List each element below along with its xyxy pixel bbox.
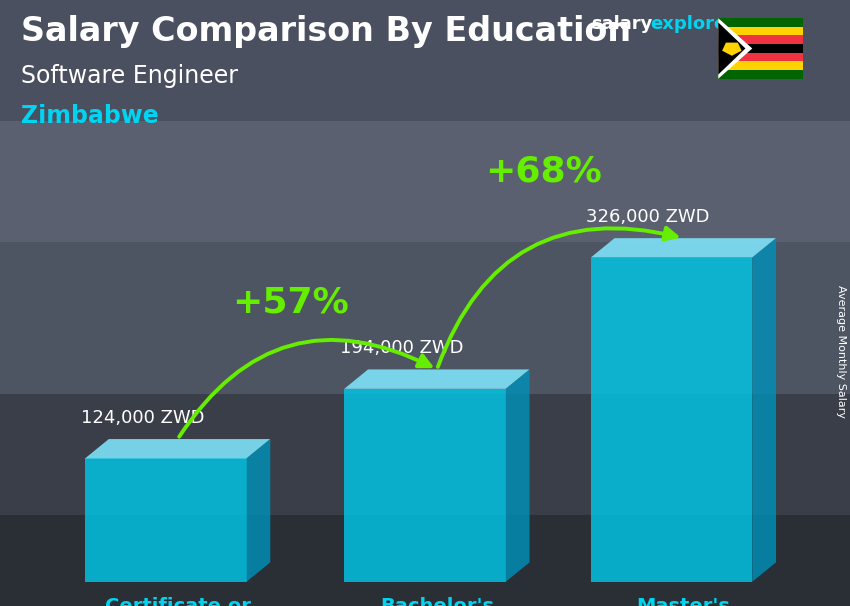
Text: 194,000 ZWD: 194,000 ZWD <box>340 339 463 358</box>
Bar <box>718 61 803 70</box>
Bar <box>718 70 803 79</box>
Bar <box>718 44 803 53</box>
Text: 124,000 ZWD: 124,000 ZWD <box>81 409 204 427</box>
Polygon shape <box>752 238 776 582</box>
Text: Salary Comparison By Education: Salary Comparison By Education <box>21 15 632 48</box>
Bar <box>718 27 803 36</box>
Text: Bachelor's
Degree: Bachelor's Degree <box>380 597 494 606</box>
Polygon shape <box>344 389 506 582</box>
Text: Zimbabwe: Zimbabwe <box>21 104 159 128</box>
Bar <box>718 36 803 44</box>
Text: Master's
Degree: Master's Degree <box>637 597 730 606</box>
Polygon shape <box>506 370 530 582</box>
Bar <box>718 18 803 27</box>
Text: Average Monthly Salary: Average Monthly Salary <box>836 285 846 418</box>
Polygon shape <box>591 238 776 258</box>
Polygon shape <box>85 439 270 459</box>
Polygon shape <box>718 22 745 75</box>
Polygon shape <box>718 18 752 79</box>
Polygon shape <box>246 439 270 582</box>
Text: explorer.com: explorer.com <box>650 15 781 33</box>
Text: Certificate or
Diploma: Certificate or Diploma <box>105 597 251 606</box>
Bar <box>718 53 803 61</box>
Text: salary: salary <box>591 15 652 33</box>
Polygon shape <box>344 370 530 389</box>
Text: +68%: +68% <box>484 155 602 188</box>
Text: 326,000 ZWD: 326,000 ZWD <box>586 208 710 226</box>
Text: +57%: +57% <box>232 286 348 320</box>
Text: Software Engineer: Software Engineer <box>21 64 238 88</box>
Polygon shape <box>85 459 246 582</box>
Polygon shape <box>591 258 752 582</box>
